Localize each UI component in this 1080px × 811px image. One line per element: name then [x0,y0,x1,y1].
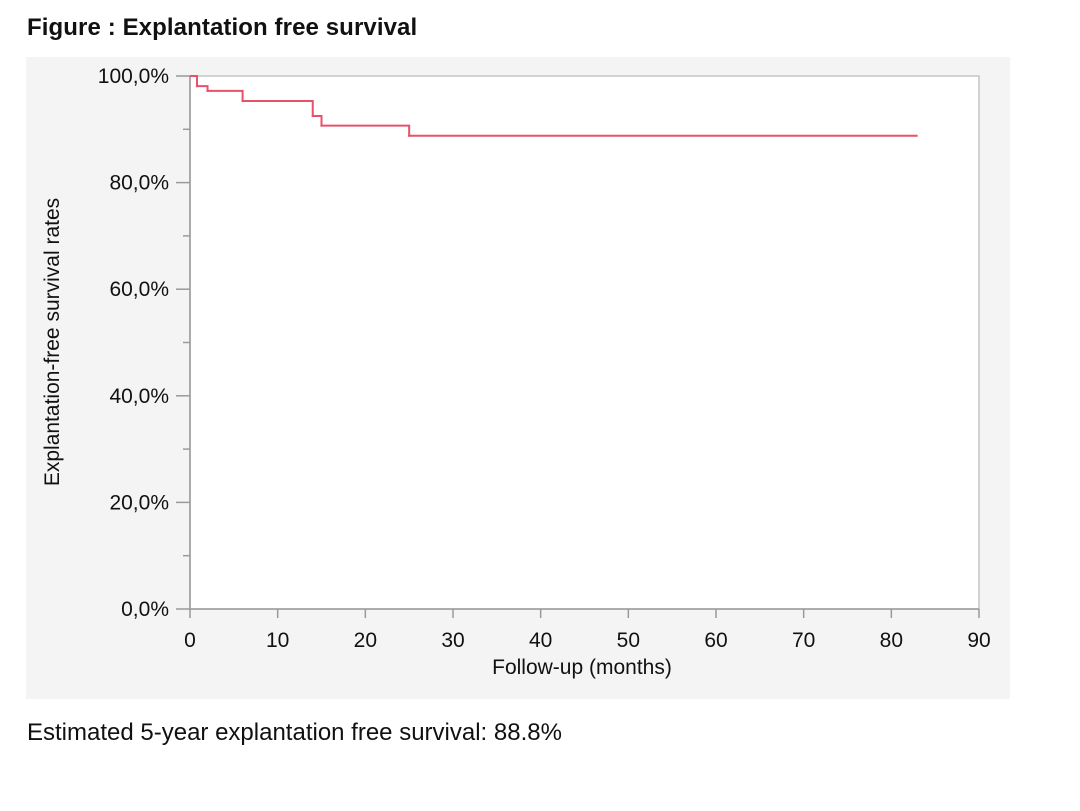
plot-area [189,75,980,610]
series-layer [190,75,918,137]
y-tick-label: 0,0% [121,598,169,621]
chart-panel: 0,0% 20,0% 40,0% 60,0% 80,0% 100,0% 0 10 20 30 40… [26,57,1010,699]
survival-step-point [195,84,199,88]
y-tick-label: 80,0% [109,172,169,195]
figure-title: Figure : Explantation free survival [27,14,418,41]
y-tick-label: 40,0% [109,385,169,408]
survival-step-point [311,114,314,118]
x-tick-label: 20 [354,629,377,652]
survival-step-point [320,124,323,127]
x-tick-label: 80 [880,629,903,652]
y-tick-label: 20,0% [109,491,169,514]
figure-caption: Estimated 5-year explantation free survi… [27,719,562,746]
x-tick-label: 0 [184,629,196,652]
survival-step-line [190,75,918,137]
x-tick-label: 40 [529,629,552,652]
y-tick-label: 100,0% [98,65,169,88]
x-tick-label: 70 [792,629,815,652]
survival-step-point [206,89,209,93]
x-axis: 0 10 20 30 40 50 60 70 80 90 [184,608,991,652]
y-axis-label: Explantation-free survival rates [41,198,64,486]
survival-chart: 0,0% 20,0% 40,0% 60,0% 80,0% 100,0% 0 10 20 30 40… [41,65,991,679]
x-tick-label: 10 [266,629,289,652]
y-axis: 0,0% 20,0% 40,0% 60,0% 80,0% 100,0% [98,65,191,621]
survival-step-point [241,99,244,103]
x-tick-label: 60 [704,629,727,652]
y-tick-label: 60,0% [109,278,169,301]
x-tick-label: 50 [617,629,640,652]
x-axis-label: Follow-up (months) [492,656,672,679]
x-tick-label: 30 [441,629,464,652]
x-tick-label: 90 [967,629,990,652]
survival-step-point [407,134,411,137]
